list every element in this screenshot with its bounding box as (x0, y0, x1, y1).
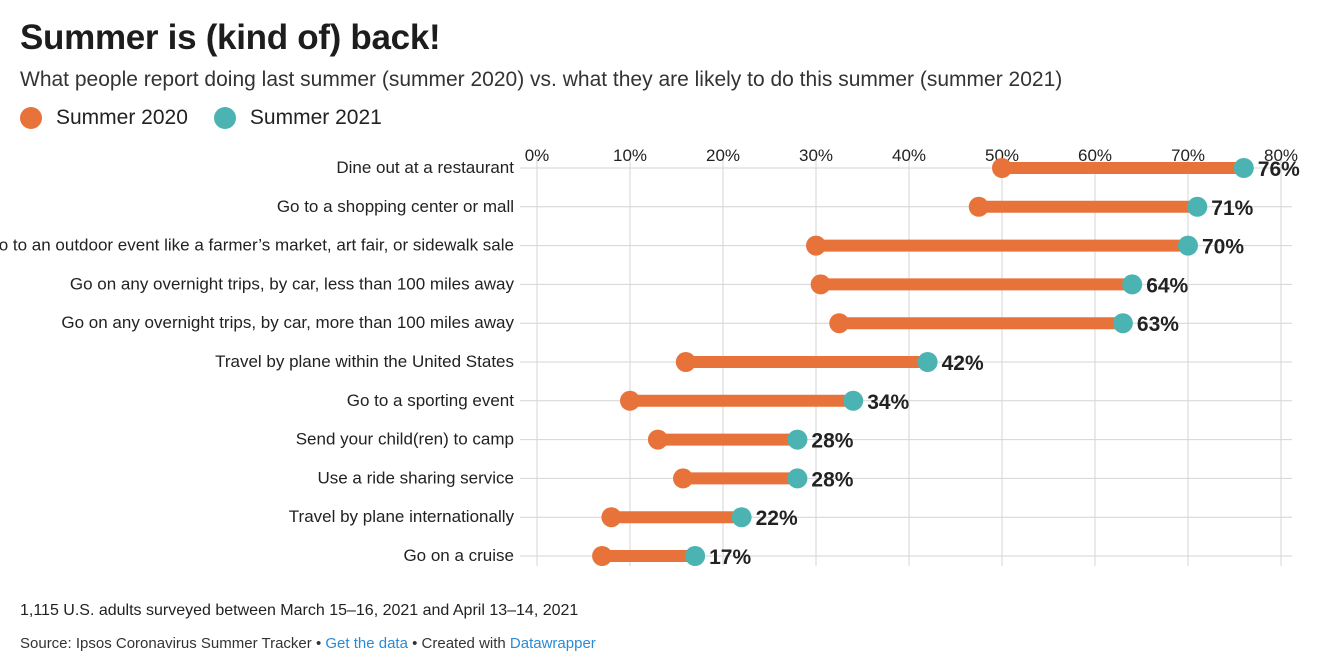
separator: • (407, 635, 422, 652)
category-label: Travel by plane internationally (289, 507, 515, 526)
value-label: 70% (1202, 236, 1244, 259)
chart-title: Summer is (kind of) back! (20, 18, 441, 57)
summer-2021-dot (1233, 158, 1254, 178)
survey-note: 1,115 U.S. adults surveyed between March… (20, 602, 579, 619)
summer-2020-dot (601, 507, 622, 528)
value-label: 63% (1137, 313, 1179, 336)
summer-2021-dot (1122, 274, 1143, 295)
summer-2021-dot (731, 507, 752, 528)
legend-dot-orange (20, 107, 42, 129)
summer-2020-dot (810, 274, 831, 295)
value-label: 17% (709, 546, 751, 569)
summer-2021-dot (843, 390, 864, 411)
summer-2020-dot (806, 235, 826, 256)
x-tick-label: 60% (1078, 146, 1112, 165)
summer-2020-dot (829, 313, 850, 334)
value-label: 64% (1146, 274, 1188, 297)
category-label: Use a ride sharing service (317, 468, 514, 487)
legend-item-summer-2020: Summer 2020 (20, 106, 188, 130)
x-tick-label: 20% (706, 146, 740, 165)
category-label: Go on a cruise (403, 546, 514, 565)
category-label: Send your child(ren) to camp (296, 430, 514, 449)
legend: Summer 2020 Summer 2021 (20, 106, 408, 130)
x-tick-label: 40% (892, 146, 926, 165)
value-label: 34% (867, 391, 909, 414)
summer-2020-dot (620, 390, 640, 411)
value-label: 22% (756, 507, 798, 530)
value-label: 42% (942, 352, 984, 375)
chart-subtitle: What people report doing last summer (su… (20, 68, 1063, 91)
value-label: 28% (811, 430, 853, 453)
category-label: Go to a shopping center or mall (277, 197, 514, 216)
category-label: Dine out at a restaurant (336, 158, 514, 177)
summer-2021-dot (787, 429, 808, 450)
category-label: Travel by plane within the United States (215, 352, 514, 371)
x-tick-label: 10% (613, 146, 647, 165)
x-tick-label: 70% (1171, 146, 1205, 165)
category-label: Go on any overnight trips, by car, more … (61, 313, 514, 332)
x-tick-label: 30% (799, 146, 833, 165)
legend-label-summer-2020: Summer 2020 (56, 106, 188, 129)
category-label: Go to an outdoor event like a farmer’s m… (0, 236, 514, 255)
legend-dot-teal (213, 107, 236, 129)
summer-2020-dot (675, 352, 696, 372)
datawrapper-link[interactable]: Datawrapper (509, 635, 596, 652)
value-label: 76% (1258, 158, 1300, 181)
x-tick-label: 0% (525, 146, 550, 165)
category-label: Go on any overnight trips, by car, less … (70, 274, 515, 293)
summer-2021-dot (787, 468, 808, 489)
get-the-data-link[interactable]: Get the data (325, 635, 408, 652)
source-text: Source: Ipsos Coronavirus Summer Tracker (20, 635, 312, 652)
created-with-text: Created with (421, 635, 510, 652)
summer-2021-dot (917, 352, 938, 372)
summer-2020-dot (592, 546, 613, 566)
x-tick-label: 50% (985, 146, 1019, 165)
summer-2020-dot (992, 158, 1012, 178)
separator: • (311, 635, 326, 652)
summer-2020-dot (673, 468, 694, 489)
dot-range-chart: 0% 10% 20% 30% 40% 50% 60% 70% 80% Dine out at a … (0, 146, 1300, 569)
legend-item-summer-2021: Summer 2021 (213, 106, 382, 130)
value-label: 71% (1211, 197, 1253, 220)
x-tick-label: 80% (1264, 146, 1298, 165)
value-label: 28% (811, 468, 853, 491)
summer-2021-dot (1187, 196, 1208, 217)
summer-2021-dot (1112, 313, 1133, 334)
summer-2021-dot (685, 546, 706, 566)
category-label: Go to a sporting event (347, 391, 515, 410)
summer-2020-dot (647, 429, 668, 450)
legend-label-summer-2021: Summer 2021 (249, 106, 382, 129)
footer: Source: Ipsos Coronavirus Summer Tracker… (20, 635, 596, 652)
summer-2020-dot (968, 196, 989, 217)
summer-2021-dot (1178, 235, 1198, 256)
